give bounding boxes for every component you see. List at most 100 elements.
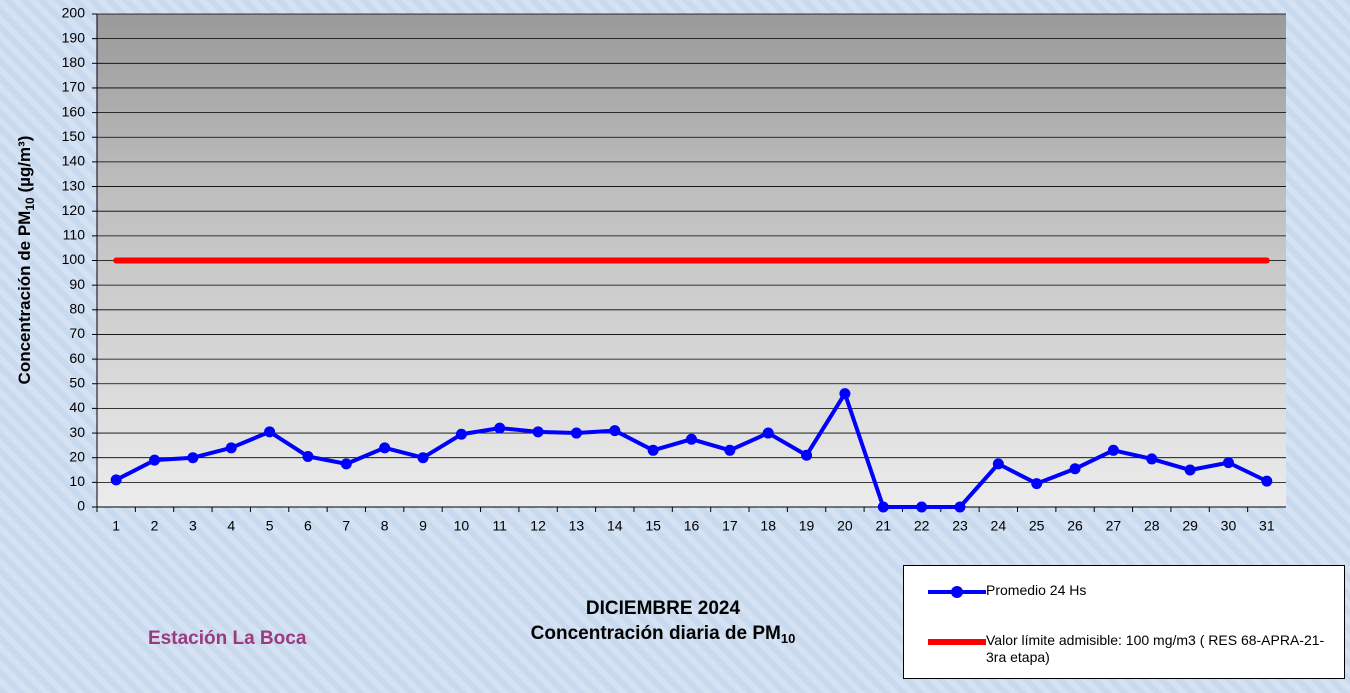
point: [533, 426, 544, 437]
x-tick-label: 1: [112, 518, 120, 534]
point: [1146, 453, 1157, 464]
y-label-subscript: 10: [23, 197, 37, 211]
x-tick-label: 12: [530, 518, 546, 534]
point: [1223, 457, 1234, 468]
y-label-text: Concentración de PM: [15, 211, 34, 385]
x-tick-label: 11: [492, 518, 507, 534]
point: [1108, 445, 1119, 456]
point: [302, 451, 313, 462]
legend-item: Promedio 24 Hs: [928, 582, 1326, 599]
x-tick-label: 21: [875, 518, 891, 534]
point: [111, 474, 122, 485]
x-tick-label: 6: [304, 518, 312, 534]
x-tick-label: 24: [991, 518, 1007, 534]
x-tick-label: 18: [760, 518, 776, 534]
point: [379, 442, 390, 453]
y-label-unit: (µg/m³): [15, 136, 34, 198]
y-axis-label: Concentración de PM10 (µg/m³): [15, 136, 37, 385]
point: [456, 429, 467, 440]
x-tick-label: 28: [1144, 518, 1160, 534]
y-tick-label: 80: [69, 301, 85, 317]
x-tick-label: 16: [684, 518, 700, 534]
point: [839, 388, 850, 399]
point: [993, 458, 1004, 469]
point: [1185, 465, 1196, 476]
point: [801, 450, 812, 461]
subtitle-subscript: 10: [781, 631, 795, 646]
point: [648, 445, 659, 456]
y-tick-label: 20: [69, 448, 85, 464]
legend-item: Valor límite admisible: 100 mg/m3 ( RES …: [928, 632, 1326, 666]
x-tick-label: 25: [1029, 518, 1045, 534]
y-tick-label: 160: [62, 103, 86, 119]
x-tick-label: 7: [342, 518, 350, 534]
x-tick-label: 17: [722, 518, 738, 534]
point: [763, 428, 774, 439]
legend: Promedio 24 Hs Valor límite admisible: 10…: [903, 565, 1345, 679]
x-tick-label: 2: [151, 518, 159, 534]
point: [1070, 463, 1081, 474]
legend-swatch: [928, 639, 986, 645]
y-tick-label: 10: [69, 473, 85, 489]
y-tick-label: 100: [62, 251, 86, 267]
x-tick-label: 15: [645, 518, 661, 534]
y-tick-label: 60: [69, 350, 85, 366]
x-tick-label: 9: [419, 518, 427, 534]
chart-subtitle: Concentración diaria de PM10: [531, 623, 796, 646]
y-tick-label: 90: [69, 276, 85, 292]
x-tick-label: 20: [837, 518, 853, 534]
point: [878, 502, 889, 513]
point: [494, 423, 505, 434]
x-tick-label: 8: [381, 518, 389, 534]
x-tick-label: 3: [189, 518, 197, 534]
legend-marker: [951, 586, 963, 598]
x-tick-label: 22: [914, 518, 930, 534]
y-tick-label: 40: [69, 399, 85, 415]
point: [571, 428, 582, 439]
y-tick-label: 190: [62, 29, 86, 45]
point: [1261, 476, 1272, 487]
x-tick-label: 27: [1106, 518, 1122, 534]
x-tick-label: 13: [569, 518, 585, 534]
y-tick-label: 130: [62, 177, 86, 193]
y-tick-label: 0: [77, 498, 85, 514]
x-tick-label: 23: [952, 518, 968, 534]
point: [264, 426, 275, 437]
point: [1031, 478, 1042, 489]
point: [341, 458, 352, 469]
page: Concentración de PM10 (µg/m³) DICIEMBRE …: [0, 0, 1350, 693]
legend-label: Valor límite admisible: 100 mg/m3 ( RES …: [986, 632, 1326, 666]
station-label: Estación La Boca: [148, 628, 307, 649]
x-tick-label: 31: [1259, 518, 1275, 534]
point: [609, 425, 620, 436]
y-tick-label: 30: [69, 424, 85, 440]
y-tick-label: 140: [62, 153, 86, 169]
x-tick-label: 30: [1221, 518, 1237, 534]
y-tick-label: 50: [69, 374, 85, 390]
point: [418, 452, 429, 463]
y-tick-label: 120: [62, 202, 86, 218]
y-tick-label: 170: [62, 79, 86, 95]
x-tick-label: 5: [266, 518, 274, 534]
point: [187, 452, 198, 463]
chart-title: DICIEMBRE 2024: [586, 598, 741, 619]
y-tick-label: 200: [62, 5, 86, 21]
x-tick-label: 4: [227, 518, 235, 534]
y-tick-label: 110: [63, 227, 86, 243]
legend-swatch: [928, 590, 986, 594]
x-tick-label: 26: [1067, 518, 1083, 534]
point: [149, 455, 160, 466]
y-tick-label: 70: [69, 325, 85, 341]
y-tick-label: 150: [62, 128, 86, 144]
x-tick-label: 19: [799, 518, 815, 534]
x-tick-label: 10: [454, 518, 470, 534]
x-tick-label: 14: [607, 518, 623, 534]
point: [226, 442, 237, 453]
point: [686, 434, 697, 445]
point: [954, 502, 965, 513]
point: [724, 445, 735, 456]
legend-label: Promedio 24 Hs: [986, 582, 1326, 599]
point: [916, 502, 927, 513]
x-tick-label: 29: [1182, 518, 1198, 534]
y-tick-label: 180: [62, 54, 86, 70]
